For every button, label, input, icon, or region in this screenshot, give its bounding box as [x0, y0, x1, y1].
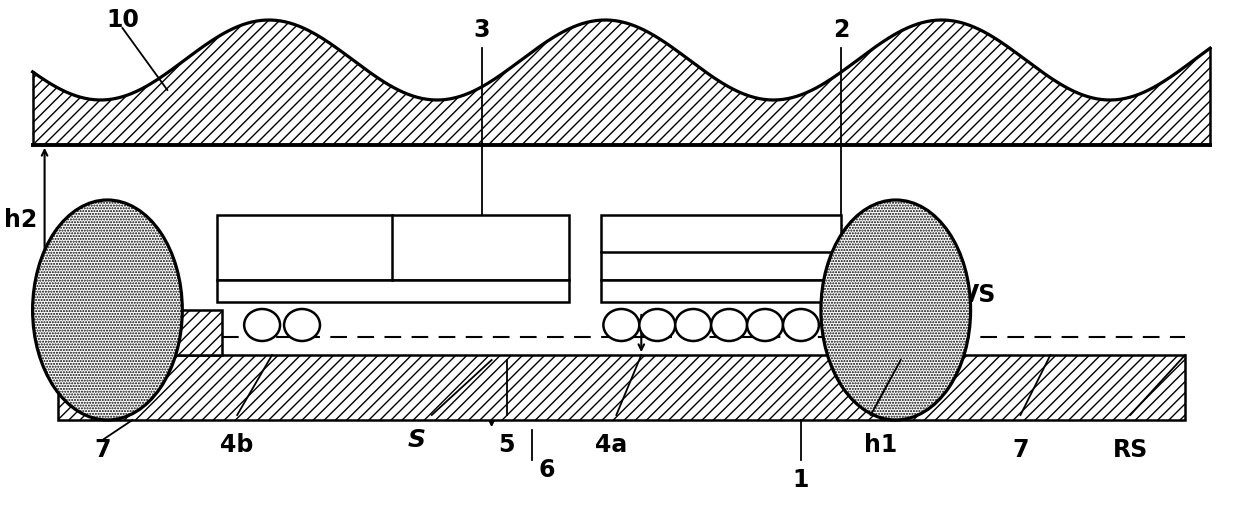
Ellipse shape — [676, 309, 712, 341]
Text: h2: h2 — [4, 208, 37, 232]
Text: S: S — [408, 428, 425, 452]
Text: 4a: 4a — [595, 433, 627, 457]
Bar — [217, 280, 569, 302]
Text: h1: h1 — [864, 433, 898, 457]
Text: 5: 5 — [498, 433, 515, 457]
Text: VS: VS — [961, 283, 996, 307]
Ellipse shape — [821, 200, 971, 420]
Polygon shape — [32, 20, 1210, 145]
Text: 1: 1 — [792, 468, 810, 492]
Bar — [57, 355, 1185, 420]
Text: 3: 3 — [474, 18, 490, 42]
Text: 7: 7 — [94, 438, 110, 462]
Bar — [57, 355, 1185, 420]
Text: 7: 7 — [1012, 438, 1029, 462]
Ellipse shape — [782, 309, 818, 341]
Bar — [601, 215, 841, 280]
Ellipse shape — [746, 309, 782, 341]
Text: 2: 2 — [833, 18, 849, 42]
Ellipse shape — [604, 309, 640, 341]
Text: 6: 6 — [538, 458, 554, 482]
Ellipse shape — [32, 200, 182, 420]
Ellipse shape — [284, 309, 320, 341]
Bar — [57, 310, 222, 355]
Text: 4b: 4b — [221, 433, 254, 457]
Bar — [601, 280, 841, 302]
Text: 10: 10 — [105, 8, 139, 32]
Ellipse shape — [244, 309, 280, 341]
Ellipse shape — [640, 309, 676, 341]
Bar — [217, 215, 569, 280]
Bar — [57, 310, 222, 355]
Ellipse shape — [712, 309, 746, 341]
Text: RS: RS — [1112, 438, 1148, 462]
